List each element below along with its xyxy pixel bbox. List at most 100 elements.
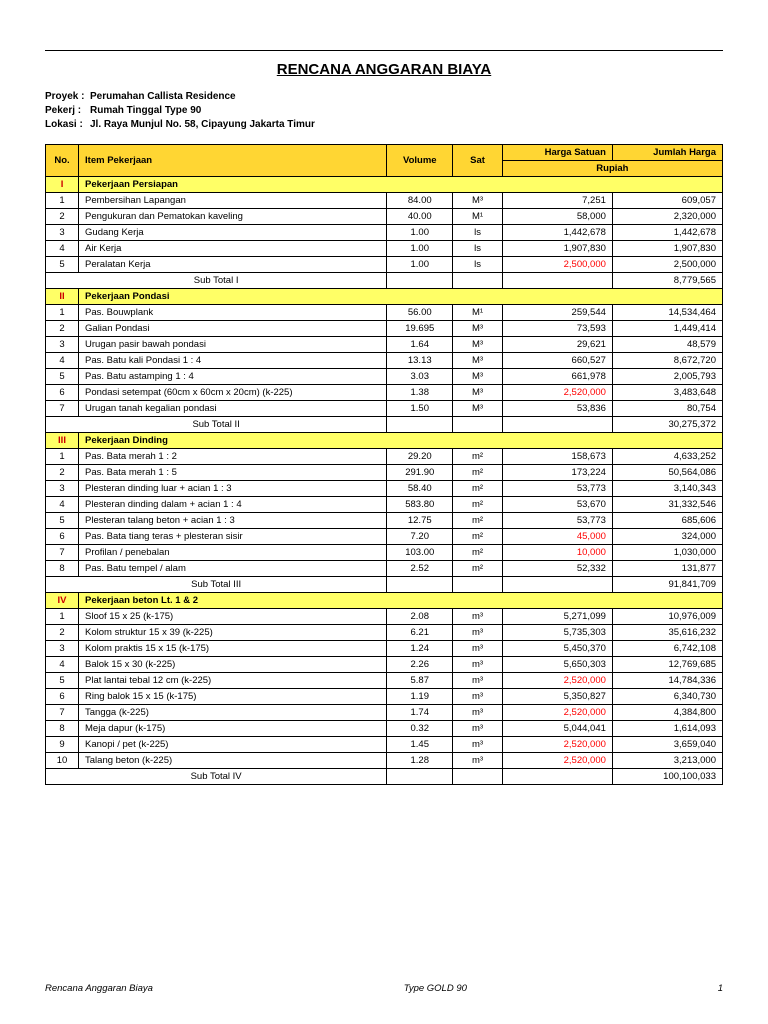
cell-jumlah: 35,616,232	[612, 625, 722, 641]
table-body: IPekerjaan Persiapan1Pembersihan Lapanga…	[46, 177, 723, 785]
cell-harga: 660,527	[502, 353, 612, 369]
cell-item: Gudang Kerja	[79, 225, 387, 241]
cell-vol: 0.32	[387, 721, 453, 737]
cell-jumlah: 80,754	[612, 401, 722, 417]
cell-harga: 5,271,099	[502, 609, 612, 625]
cell-no: 1	[46, 449, 79, 465]
cell-no: 2	[46, 209, 79, 225]
cell-vol: 12.75	[387, 513, 453, 529]
cell-jumlah: 685,606	[612, 513, 722, 529]
cell-harga: 45,000	[502, 529, 612, 545]
cell-harga: 5,450,370	[502, 641, 612, 657]
cell-vol: 6.21	[387, 625, 453, 641]
table-row: 4Balok 15 x 30 (k-225)2.26m³5,650,30312,…	[46, 657, 723, 673]
cell-vol: 1.28	[387, 753, 453, 769]
cell-vol: 40.00	[387, 209, 453, 225]
table-row: 4Air Kerja1.00ls1,907,8301,907,830	[46, 241, 723, 257]
cell-no: 5	[46, 257, 79, 273]
cell-no: 9	[46, 737, 79, 753]
cell-vol: 19.695	[387, 321, 453, 337]
cell-vol: 2.26	[387, 657, 453, 673]
cell-item: Urugan tanah kegalian pondasi	[79, 401, 387, 417]
cell-vol: 1.50	[387, 401, 453, 417]
table-row: 4Pas. Batu kali Pondasi 1 : 413.13M³660,…	[46, 353, 723, 369]
cell-jumlah: 1,614,093	[612, 721, 722, 737]
table-row: 4Plesteran dinding dalam + acian 1 : 458…	[46, 497, 723, 513]
cell-vol: 29.20	[387, 449, 453, 465]
cell-jumlah: 31,332,546	[612, 497, 722, 513]
cell-sat: M³	[453, 353, 503, 369]
cell-vol: 1.64	[387, 337, 453, 353]
cell-item: Plesteran dinding dalam + acian 1 : 4	[79, 497, 387, 513]
cell-harga: 53,670	[502, 497, 612, 513]
section-roman: IV	[46, 593, 79, 609]
section-title: Pekerjaan beton Lt. 1 & 2	[79, 593, 723, 609]
cell-item: Pas. Batu tempel / alam	[79, 561, 387, 577]
cell-harga: 5,735,303	[502, 625, 612, 641]
cell-jumlah: 1,030,000	[612, 545, 722, 561]
table-row: 1Sloof 15 x 25 (k-175)2.08m³5,271,09910,…	[46, 609, 723, 625]
cell-no: 6	[46, 689, 79, 705]
table-row: 7Tangga (k-225)1.74m³2,520,0004,384,800	[46, 705, 723, 721]
cell-jumlah: 6,340,730	[612, 689, 722, 705]
cell-item: Galian Pondasi	[79, 321, 387, 337]
cell-harga: 29,621	[502, 337, 612, 353]
cell-item: Pembersihan Lapangan	[79, 193, 387, 209]
cell-sat: m³	[453, 641, 503, 657]
table-row: 1Pas. Bata merah 1 : 229.20m²158,6734,63…	[46, 449, 723, 465]
table-row: 5Plat lantai tebal 12 cm (k-225)5.87m³2,…	[46, 673, 723, 689]
table-row: 3Plesteran dinding luar + acian 1 : 358.…	[46, 481, 723, 497]
cell-vol: 1.00	[387, 257, 453, 273]
cell-jumlah: 14,784,336	[612, 673, 722, 689]
cell-harga: 173,224	[502, 465, 612, 481]
cell-vol: 5.87	[387, 673, 453, 689]
cell-sat: m²	[453, 561, 503, 577]
subtotal-label: Sub Total II	[46, 417, 387, 433]
cell-vol: 1.19	[387, 689, 453, 705]
cell-vol: 1.45	[387, 737, 453, 753]
cell-harga: 2,520,000	[502, 385, 612, 401]
subtotal-value: 100,100,033	[612, 769, 722, 785]
cell-item: Pas. Bata merah 1 : 5	[79, 465, 387, 481]
section-roman: I	[46, 177, 79, 193]
budget-table: No. Item Pekerjaan Volume Sat Harga Satu…	[45, 144, 723, 785]
meta-pekerj: Rumah Tinggal Type 90	[90, 104, 201, 118]
cell-jumlah: 131,877	[612, 561, 722, 577]
cell-vol: 103.00	[387, 545, 453, 561]
cell-sat: m³	[453, 737, 503, 753]
cell-harga: 2,520,000	[502, 705, 612, 721]
cell-jumlah: 6,742,108	[612, 641, 722, 657]
cell-jumlah: 2,005,793	[612, 369, 722, 385]
cell-item: Kolom struktur 15 x 39 (k-225)	[79, 625, 387, 641]
table-row: 8Meja dapur (k-175)0.32m³5,044,0411,614,…	[46, 721, 723, 737]
cell-no: 3	[46, 641, 79, 657]
cell-harga: 2,520,000	[502, 753, 612, 769]
subtotal-label: Sub Total I	[46, 273, 387, 289]
cell-harga: 158,673	[502, 449, 612, 465]
cell-jumlah: 2,500,000	[612, 257, 722, 273]
table-row: 1Pas. Bouwplank56.00M¹259,54414,534,464	[46, 305, 723, 321]
cell-item: Sloof 15 x 25 (k-175)	[79, 609, 387, 625]
table-row: 2Kolom struktur 15 x 39 (k-225)6.21m³5,7…	[46, 625, 723, 641]
cell-item: Pas. Batu astamping 1 : 4	[79, 369, 387, 385]
cell-item: Pengukuran dan Pematokan kaveling	[79, 209, 387, 225]
cell-no: 7	[46, 705, 79, 721]
cell-item: Urugan pasir bawah pondasi	[79, 337, 387, 353]
cell-vol: 2.08	[387, 609, 453, 625]
cell-sat: m³	[453, 753, 503, 769]
cell-jumlah: 1,449,414	[612, 321, 722, 337]
cell-vol: 1.74	[387, 705, 453, 721]
cell-item: Pas. Bata merah 1 : 2	[79, 449, 387, 465]
cell-harga: 5,044,041	[502, 721, 612, 737]
cell-jumlah: 8,672,720	[612, 353, 722, 369]
header-harga: Harga Satuan	[502, 145, 612, 161]
cell-item: Tangga (k-225)	[79, 705, 387, 721]
cell-vol: 84.00	[387, 193, 453, 209]
table-row: 2Pas. Bata merah 1 : 5291.90m²173,22450,…	[46, 465, 723, 481]
subtotal-row: Sub Total IV100,100,033	[46, 769, 723, 785]
footer-left: Rencana Anggaran Biaya	[45, 983, 153, 994]
table-row: 1Pembersihan Lapangan84.00M³7,251609,057	[46, 193, 723, 209]
table-row: 3Urugan pasir bawah pondasi1.64M³29,6214…	[46, 337, 723, 353]
cell-vol: 58.40	[387, 481, 453, 497]
cell-no: 3	[46, 337, 79, 353]
